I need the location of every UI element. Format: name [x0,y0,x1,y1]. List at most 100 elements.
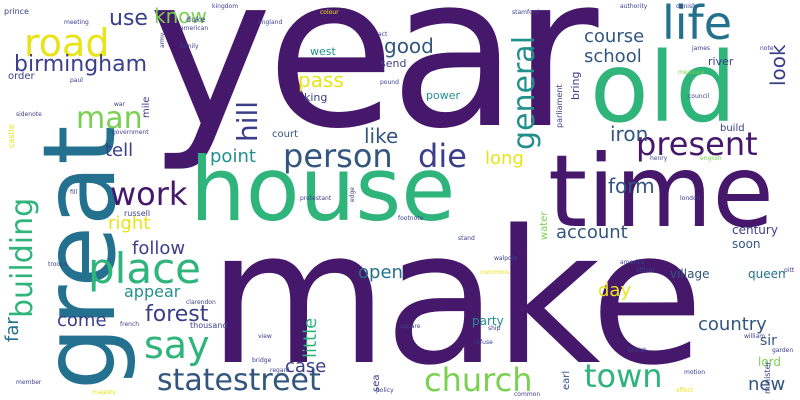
word-sidenote: sidenote [16,111,42,118]
word-party: party [472,314,504,328]
word-case: case [285,356,327,377]
word-footnote: footnote [398,215,424,222]
word-hill: hill [231,100,264,142]
word-old: old [590,32,737,144]
word-open: open [358,262,403,283]
word-garden: garden [772,347,794,354]
word-place: place [88,244,201,293]
word-order: order [8,71,35,82]
word-henry: henry [650,155,668,162]
word-minister: minister [763,361,772,394]
word-good: good [384,34,434,58]
word-war: war [114,101,126,108]
word-power: power [426,89,460,102]
word-troops: troops [48,261,67,268]
word-court: court [272,129,298,140]
word-iron: iron [610,122,649,146]
word-pitt: pitt [784,267,795,274]
word-house: house [190,138,456,241]
word-work: work [110,175,188,213]
word-clarendon: clarendon [186,299,216,306]
word-walpole: walpole [494,255,518,262]
word-duke: duke [186,15,206,24]
word-officer: officer [636,267,655,274]
word-james: james [692,45,711,52]
word-follow: follow [132,238,186,259]
word-kingdom: kingdom [212,3,239,10]
word-day: day [598,280,632,301]
word-come: come [57,310,107,331]
word-send: send [380,57,407,70]
word-note: note [760,45,774,52]
word-know: know [154,4,207,28]
word-thousand: thousand [190,321,228,330]
word-queen: queen [748,267,786,281]
word-present: present [636,125,758,163]
word-year: year [148,0,599,175]
word-america: america [620,259,645,266]
word-authority: authority [620,3,648,10]
word-act: act [378,31,388,38]
word-family: family [180,43,199,50]
word-member: member [16,379,42,386]
word-sir: sir [760,333,777,349]
word-commons: commons [480,269,510,276]
word-regard: regard [270,367,290,374]
word-policy: policy [376,387,394,394]
word-british: british [628,347,647,354]
word-edge: edge [349,187,356,202]
word-time: time [548,133,774,250]
word-london: london [680,195,701,202]
word-bridge: bridge [252,357,272,364]
word-town: town [584,357,663,395]
word-prince: prince [4,7,29,16]
word-village: village [670,267,710,281]
word-person: person [283,137,393,175]
word-colour: colour [320,9,339,16]
word-william: william [744,333,766,340]
word-effect: effect [676,387,694,394]
word-little: little [300,317,321,358]
word-west: west [310,45,336,58]
word-parliament: parliament [555,84,564,128]
word-tell: tell [105,140,134,161]
word-build: build [720,123,745,134]
word-refuse: refuse [474,339,493,346]
word-government: government [112,129,149,136]
word-pass: pass [298,68,344,92]
word-army: army [159,32,166,48]
word-like: like [364,124,399,148]
word-forest: forest [145,302,209,327]
word-french: french [120,321,140,328]
word-statestreet: statestreet [157,363,321,398]
word-king: king [304,91,328,104]
word-stamford: stamford [512,9,539,16]
word-motion: motion [684,369,706,376]
word-american: american [180,25,209,32]
word-soon: soon [732,237,761,251]
word-danish: danish [676,3,696,10]
word-use: use [109,6,148,31]
word-die: die [418,137,467,175]
word-make: make [208,190,704,400]
word-river: river [708,55,734,68]
word-castle: castle [7,124,16,148]
word-russell: russell [124,209,151,218]
word-mile: mile [141,96,152,118]
word-lord: lord [758,355,782,369]
word-long: long [485,148,524,169]
word-square: square [400,323,421,330]
word-country: country [698,314,767,335]
word-ship: ship [488,325,501,332]
word-century: century [732,223,778,237]
word-far: far [2,317,23,342]
word-view: view [258,333,272,340]
word-bring: bring [569,71,582,100]
word-birmingham: birmingham [14,52,148,77]
word-earl: earl [561,370,572,390]
word-building: building [5,197,40,318]
word-school: school [584,46,642,67]
word-man: man [76,101,143,136]
word-majesty: majesty [92,389,116,396]
